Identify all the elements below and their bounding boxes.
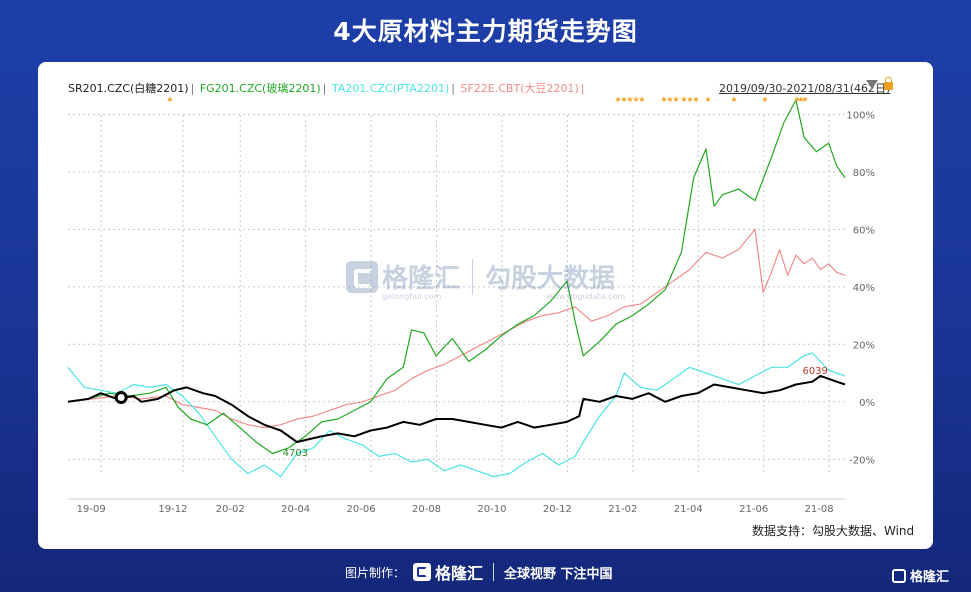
- star-mark-icon: ★: [801, 95, 808, 104]
- star-mark-icon: ★: [660, 95, 667, 104]
- star-mark-icon: ★: [166, 95, 173, 104]
- chart-card: [38, 62, 933, 549]
- watermark-partner: 勾股大数据: [485, 264, 616, 294]
- legend: SR201.CZC(白糖2201) | FG201.CZC(玻璃2201) | TA…: [68, 82, 585, 95]
- cursor-marker: [114, 390, 128, 404]
- watermark-url: gelonghui.com: [382, 292, 442, 301]
- x-tick-label: 20-10: [477, 504, 506, 515]
- y-tick-label: 20%: [853, 340, 875, 351]
- watermark: 格隆汇 勾股大数据 gelonghui.com www.gogudata.com: [346, 258, 625, 301]
- y-tick-label: -20%: [849, 455, 875, 466]
- star-mark-icon: ★: [797, 95, 804, 104]
- x-tick-label: 21-06: [739, 504, 768, 515]
- star-mark-icon: ★: [761, 95, 768, 104]
- date-range-selector[interactable]: 2019/09/30-2021/08/31(462日): [719, 82, 891, 95]
- legend-sf[interactable]: SF22E.CBT(大豆2201): [460, 82, 579, 95]
- legend-fg[interactable]: FG201.CZC(玻璃2201): [199, 82, 321, 95]
- star-mark-icon: ★: [626, 95, 633, 104]
- y-tick-label: 80%: [853, 168, 875, 179]
- y-tick-label: 40%: [853, 283, 875, 294]
- star-mark-icon: ★: [680, 95, 687, 104]
- x-tick-label: 20-08: [412, 504, 441, 515]
- series-line-1: [67, 99, 846, 455]
- watermark-brand: 格隆汇: [382, 264, 461, 294]
- x-tick-label: 20-12: [543, 504, 572, 515]
- star-mark-icon: ★: [692, 95, 699, 104]
- legend-ta[interactable]: TA201.CZC(PTA2201): [331, 82, 450, 95]
- footer: 图片制作： 格隆汇 全球视野 下注中国: [345, 561, 613, 583]
- footer-logo-icon: [413, 563, 432, 581]
- series-line-0: [67, 374, 846, 443]
- page-title: 4大原材料主力期货走势图: [333, 17, 638, 46]
- star-mark-icon: ★: [632, 95, 639, 104]
- x-tick-label: 19-12: [158, 504, 187, 515]
- x-tick-label: 20-04: [281, 504, 310, 515]
- star-mark-icon: ★: [614, 95, 621, 104]
- mark-label: 4703: [283, 448, 308, 459]
- mark-label: 6039: [802, 366, 827, 377]
- x-axis-bar: [68, 498, 845, 500]
- watermark-partner-url: www.gogudata.com: [546, 292, 626, 301]
- y-tick-label: 0%: [859, 398, 875, 409]
- x-tick-label: 20-02: [216, 504, 245, 515]
- corner-logo-icon: [892, 568, 906, 583]
- star-mark-icon: ★: [666, 95, 673, 104]
- legend-sr[interactable]: SR201.CZC(白糖2201): [68, 82, 189, 95]
- dropdown-arrow-icon[interactable]: [866, 80, 878, 89]
- y-tick-label: 100%: [846, 110, 875, 121]
- lock-icon[interactable]: [884, 77, 893, 90]
- corner-brand: 格隆汇: [892, 566, 949, 585]
- series-line-3: [67, 228, 846, 429]
- footer-brand: 格隆汇: [435, 564, 484, 583]
- footer-slogan: 全球视野 下注中国: [504, 566, 613, 582]
- star-mark-icon: ★: [620, 95, 627, 104]
- star-mark-icon: ★: [730, 95, 737, 104]
- x-tick-label: 21-02: [608, 504, 637, 515]
- star-mark-icon: ★: [686, 95, 693, 104]
- x-tick-label: 19-09: [77, 504, 106, 515]
- star-mark-icon: ★: [704, 95, 711, 104]
- x-tick-label: 21-08: [805, 504, 834, 515]
- x-tick-label: 21-04: [674, 504, 703, 515]
- x-tick-label: 20-06: [347, 504, 376, 515]
- y-tick-label: 60%: [853, 225, 875, 236]
- star-mark-icon: ★: [672, 95, 679, 104]
- star-mark-icon: ★: [638, 95, 645, 104]
- gelonghui-logo-icon: [346, 260, 378, 293]
- source-note: 数据支持：勾股大数据、Wind: [752, 524, 915, 538]
- footer-made-by: 图片制作：: [345, 565, 406, 580]
- series-line-2: [67, 352, 846, 478]
- star-mark-icon: ★: [793, 95, 800, 104]
